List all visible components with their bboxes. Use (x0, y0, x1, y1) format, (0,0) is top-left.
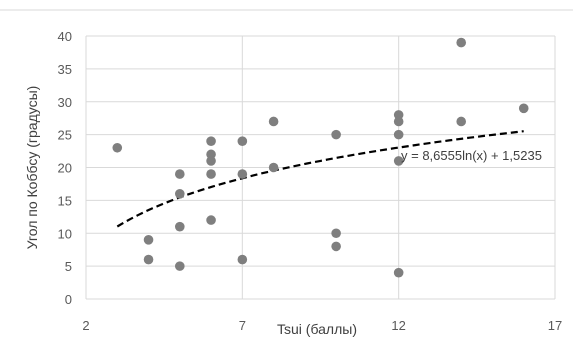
y-tick-label-10: 10 (58, 226, 72, 241)
data-point-11 (206, 215, 216, 225)
y-tick-label-20: 20 (58, 161, 72, 176)
data-point-24 (393, 267, 404, 278)
data-point-6 (175, 261, 185, 271)
y-tick-label-15: 15 (58, 193, 72, 208)
data-point-18 (331, 228, 341, 239)
data-points (112, 37, 529, 278)
y-tick-label-35: 35 (58, 62, 72, 77)
data-point-20 (393, 110, 404, 120)
x-axis-title: Tsui (баллы) (277, 321, 357, 337)
data-point-13 (237, 169, 248, 179)
data-point-9 (206, 156, 216, 166)
data-point-23 (393, 156, 404, 166)
data-point-25 (456, 37, 467, 48)
data-point-10 (206, 169, 216, 179)
data-point-5 (175, 221, 185, 232)
x-tick-label-17: 17 (548, 318, 562, 333)
data-point-22 (393, 129, 404, 140)
x-tick-label-12: 12 (391, 318, 405, 333)
data-point-0 (112, 142, 123, 153)
tick-labels: 0 5 10 15 20 25 30 35 40 2 7 12 17 (58, 29, 563, 333)
data-point-26 (456, 116, 467, 127)
x-tick-label-7: 7 (239, 318, 246, 333)
data-point-15 (268, 116, 279, 127)
data-point-1 (143, 235, 154, 245)
data-point-27 (518, 103, 529, 114)
trendline-equation: y = 8,6555ln(x) + 1,5235 (401, 148, 542, 163)
y-tick-label-0: 0 (65, 292, 72, 307)
data-point-21 (393, 116, 404, 127)
trendline (116, 130, 524, 228)
data-point-3 (175, 169, 185, 179)
data-point-19 (331, 241, 341, 252)
y-tick-label-30: 30 (58, 95, 72, 110)
y-tick-label-40: 40 (58, 29, 72, 44)
data-point-14 (237, 254, 248, 265)
y-axis-title: Угол по Коббсу (градусы) (24, 86, 40, 250)
data-point-7 (206, 136, 216, 146)
data-point-4 (175, 189, 185, 199)
y-tick-label-25: 25 (58, 128, 72, 143)
y-tick-label-5: 5 (65, 259, 72, 274)
data-point-8 (206, 149, 216, 160)
data-point-12 (237, 136, 248, 146)
x-tick-label-2: 2 (82, 318, 89, 333)
data-point-16 (268, 162, 279, 173)
data-point-2 (143, 254, 154, 265)
data-point-17 (331, 129, 341, 140)
trendline-group (116, 130, 524, 228)
grid-lines (85, 35, 556, 300)
